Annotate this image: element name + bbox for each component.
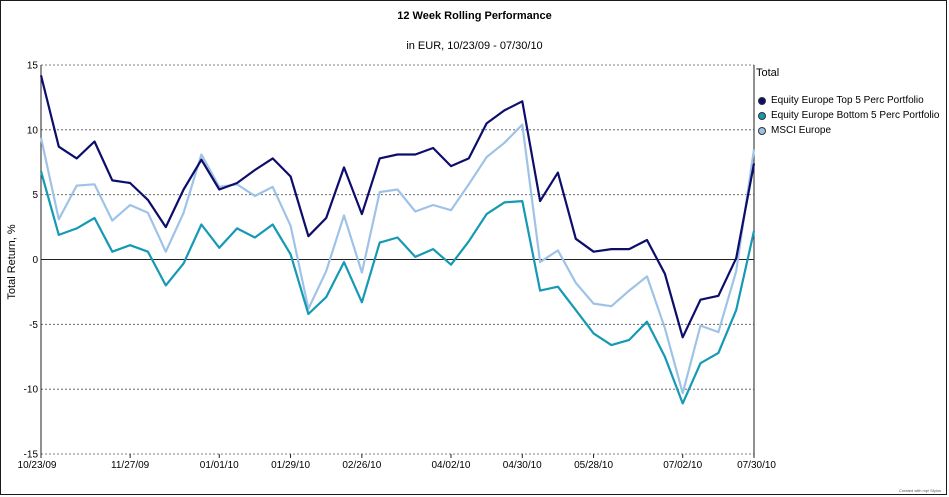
legend-marker-icon <box>758 111 766 120</box>
x-tick-label: 01/29/10 <box>271 460 310 471</box>
legend-marker-icon <box>758 96 766 105</box>
x-tick-label: 01/01/10 <box>200 460 239 471</box>
legend-label: Equity Europe Top 5 Perc Portfolio <box>771 95 924 106</box>
y-tick-label: -10 <box>24 385 39 396</box>
y-tick-label: 10 <box>27 125 39 136</box>
y-tick-label: -5 <box>29 320 38 331</box>
series-lines <box>39 75 756 405</box>
legend-item: Equity Europe Top 5 Perc Portfolio <box>758 93 939 108</box>
x-tick-label: 05/28/10 <box>574 460 613 471</box>
legend-label: Equity Europe Bottom 5 Perc Portfolio <box>771 110 940 121</box>
y-axis-label: Total Return, % <box>6 224 18 299</box>
footer-credit: Created with mpi Stylus <box>898 488 941 493</box>
x-tick-label: 07/02/10 <box>663 460 702 471</box>
series-line-3 <box>39 123 756 395</box>
legend-item: Equity Europe Bottom 5 Perc Portfolio <box>758 108 939 123</box>
legend-title: Total <box>756 67 780 79</box>
legend-marker-icon <box>758 126 766 135</box>
y-tick-label: -15 <box>24 450 39 461</box>
series-line-1 <box>39 75 756 339</box>
x-tick-label: 04/30/10 <box>503 460 542 471</box>
x-tick-label: 10/23/09 <box>18 460 57 471</box>
y-tick-label: 0 <box>32 255 38 266</box>
legend: Equity Europe Top 5 Perc Portfolio Equity… <box>758 93 939 138</box>
y-tick-label: 15 <box>27 61 39 72</box>
legend-label: MSCI Europe <box>771 125 832 136</box>
x-tick-label: 11/27/09 <box>111 460 150 471</box>
chart-title: 12 Week Rolling Performance <box>397 10 552 22</box>
chart-subtitle: in EUR, 10/23/09 - 07/30/10 <box>406 40 543 52</box>
x-tick-label: 04/02/10 <box>432 460 471 471</box>
x-tick-label: 07/30/10 <box>737 460 776 471</box>
series-line-2 <box>39 171 756 405</box>
legend-item: MSCI Europe <box>758 123 939 138</box>
y-axis-ticks: 15 10 5 0 -5 -10 -15 <box>24 61 39 461</box>
x-axis-ticks: 10/23/09 11/27/09 01/01/10 01/29/10 02/26/10… <box>18 454 776 471</box>
grid-lines <box>40 64 755 455</box>
y-tick-label: 5 <box>32 190 38 201</box>
x-tick-label: 02/26/10 <box>342 460 381 471</box>
